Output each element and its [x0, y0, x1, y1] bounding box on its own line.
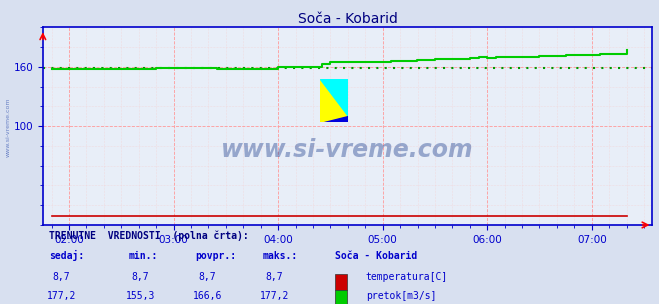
Text: maks.:: maks.:	[262, 251, 297, 261]
Title: Soča - Kobarid: Soča - Kobarid	[298, 12, 397, 26]
Text: min.:: min.:	[129, 251, 158, 261]
Text: 8,7: 8,7	[266, 272, 283, 282]
Text: temperatura[C]: temperatura[C]	[366, 272, 448, 282]
Text: 155,3: 155,3	[126, 292, 155, 302]
Text: 8,7: 8,7	[198, 272, 216, 282]
Text: 8,7: 8,7	[52, 272, 70, 282]
Polygon shape	[324, 116, 348, 122]
Text: povpr.:: povpr.:	[195, 251, 237, 261]
Text: 8,7: 8,7	[132, 272, 149, 282]
Text: TRENUTNE  VREDNOSTI  (polna črta):: TRENUTNE VREDNOSTI (polna črta):	[49, 230, 248, 241]
Text: 177,2: 177,2	[260, 292, 289, 302]
Text: pretok[m3/s]: pretok[m3/s]	[366, 292, 436, 302]
Text: Soča - Kobarid: Soča - Kobarid	[335, 251, 418, 261]
Text: www.si-vreme.com: www.si-vreme.com	[5, 98, 11, 157]
Polygon shape	[320, 79, 348, 116]
Text: www.si-vreme.com: www.si-vreme.com	[221, 138, 474, 162]
Text: sedaj:: sedaj:	[49, 250, 84, 261]
Text: 166,6: 166,6	[192, 292, 222, 302]
Text: 177,2: 177,2	[46, 292, 76, 302]
